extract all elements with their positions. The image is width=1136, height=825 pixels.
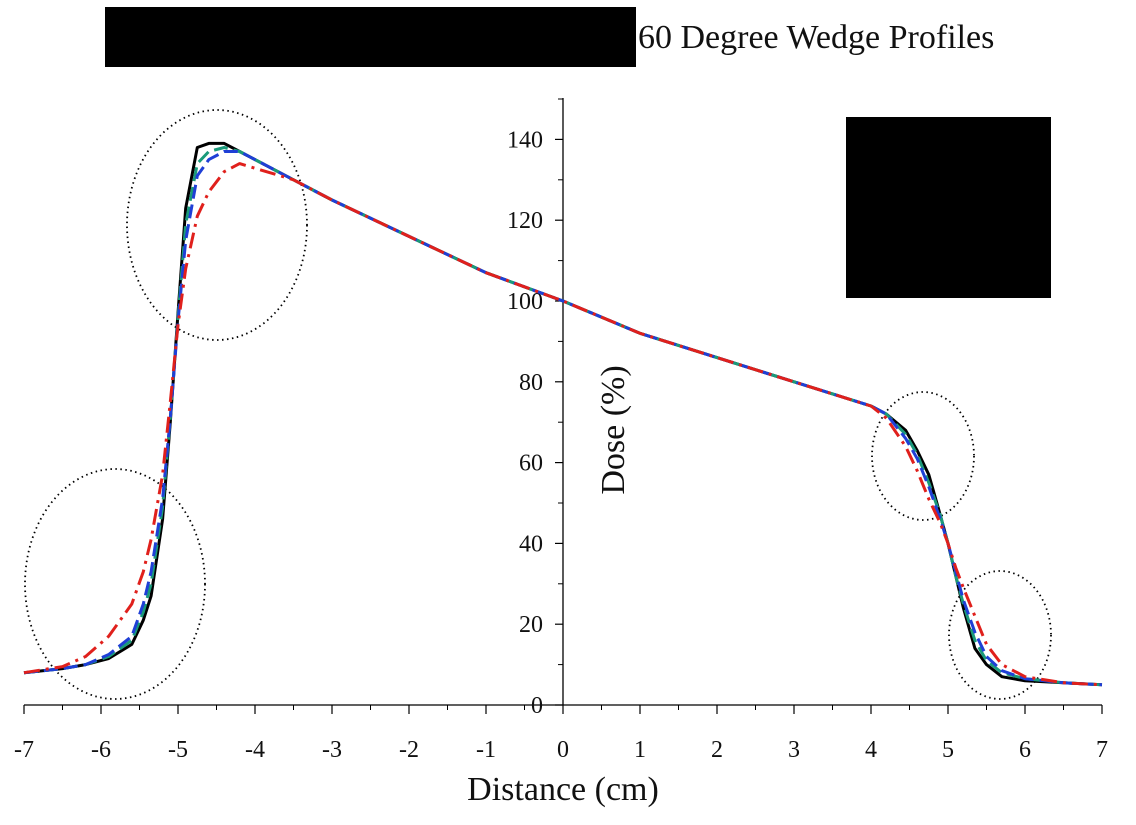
y-tick-label: 140 (507, 127, 543, 153)
chart-title: 60 Degree Wedge Profiles (638, 19, 994, 56)
y-tick-label: 60 (519, 451, 543, 477)
x-tick-label: 6 (1019, 737, 1031, 763)
series-line-4 (23, 162, 1103, 687)
highlight-ellipses (24, 109, 1052, 700)
highlight-ellipse-right-shoulder (871, 391, 975, 521)
y-axis-title: Dose (%) (595, 365, 632, 494)
x-tick-label: -4 (245, 737, 265, 763)
x-tick-label: 5 (942, 737, 954, 763)
y-axis-ticks: 0 20 40 60 80 100 120 140 (507, 98, 563, 719)
y-tick-label: 100 (507, 289, 543, 315)
y-tick-label: 80 (519, 370, 543, 396)
highlight-ellipse-left-shoulder (126, 109, 308, 341)
highlight-ellipse-right-toe (948, 570, 1052, 700)
x-tick-label: -2 (399, 737, 419, 763)
y-tick-label: 40 (519, 531, 543, 557)
series-group (23, 141, 1103, 687)
x-tick-label: 2 (711, 737, 723, 763)
x-tick-label: 3 (788, 737, 800, 763)
y-tick-label: 120 (507, 208, 543, 234)
x-tick-label: -7 (14, 737, 34, 763)
x-axis-title: Distance (cm) (467, 771, 659, 808)
highlight-ellipse-left-toe (24, 468, 206, 700)
redacted-title-box (105, 7, 636, 67)
x-tick-label: 7 (1096, 737, 1108, 763)
x-tick-label: 0 (557, 737, 569, 763)
x-tick-label: -1 (476, 737, 496, 763)
x-tick-label: -5 (168, 737, 188, 763)
x-tick-label: -3 (322, 737, 342, 763)
y-tick-label: 0 (531, 693, 543, 719)
redacted-legend-box (846, 117, 1051, 298)
y-tick-label: 20 (519, 612, 543, 638)
x-axis-ticks: -7 -6 -5 -4 -3 -2 -1 0 1 2 3 4 5 6 7 (14, 705, 1108, 763)
x-tick-label: -6 (91, 737, 111, 763)
x-tick-label: 4 (865, 737, 877, 763)
x-tick-label: 1 (634, 737, 646, 763)
